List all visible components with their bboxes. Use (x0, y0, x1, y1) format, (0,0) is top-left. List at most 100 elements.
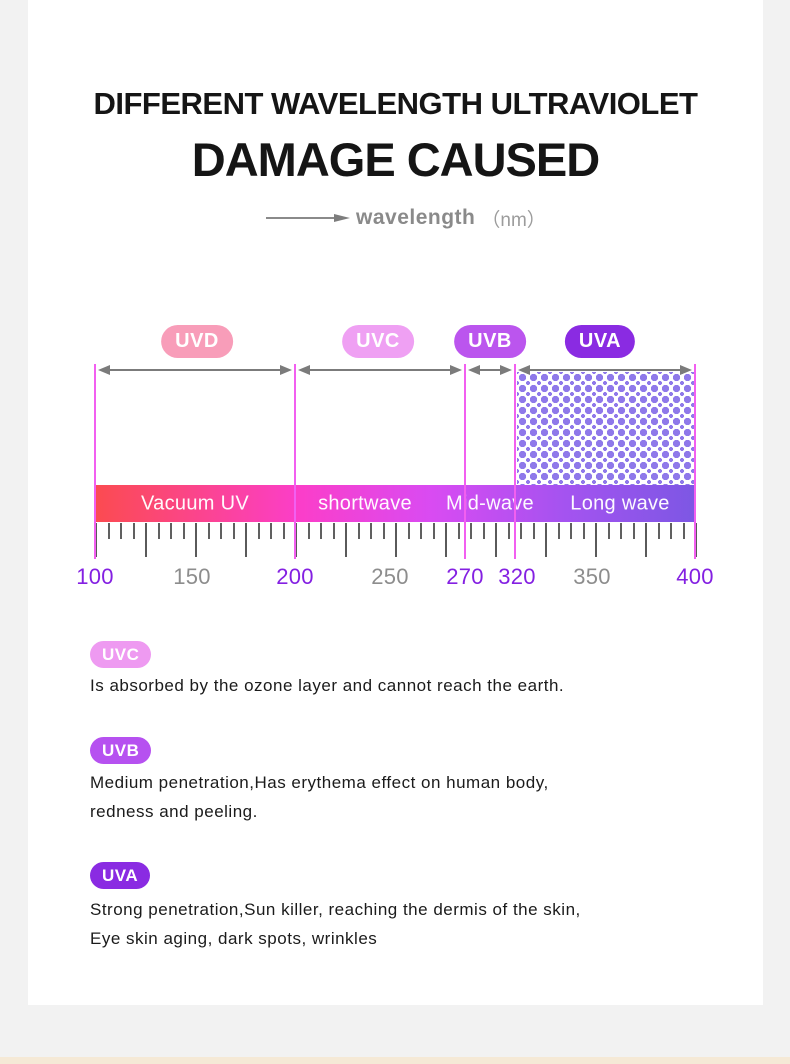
ruler-tick (332, 523, 335, 539)
ruler-tick (482, 523, 485, 539)
ruler-tick (695, 523, 697, 557)
ruler-tick (295, 523, 297, 557)
segment-label-uvb: Mid-wave (446, 492, 534, 514)
ruler-tick (432, 523, 435, 539)
legend-text-line: Eye skin aging, dark spots, wrinkles (90, 929, 378, 948)
ruler-tick (207, 523, 210, 539)
ruler-tick (532, 523, 535, 539)
ruler-tick (495, 523, 497, 557)
ruler-tick (645, 523, 647, 557)
ruler-tick (420, 523, 422, 539)
ruler-tick (95, 523, 97, 557)
ruler-tick (195, 523, 197, 557)
page-title-line1: DIFFERENT WAVELENGTH ULTRAVIOLET (93, 86, 698, 121)
legend-text-line: redness and peeling. (90, 802, 258, 821)
ruler-tick (145, 523, 147, 557)
ruler-tick (157, 523, 160, 539)
legend-text-line: Medium penetration,Has erythema effect o… (90, 773, 549, 792)
ruler-tick (582, 523, 585, 539)
ruler-tick (107, 523, 110, 539)
axis-value-400: 400 (676, 564, 714, 589)
axis-value-250: 250 (371, 564, 409, 589)
wavelength-axis-caption: wavelength （nm） (266, 204, 546, 232)
range-arrow-icon (468, 364, 512, 375)
axis-value-350: 350 (573, 564, 611, 589)
ruler-tick (470, 523, 472, 539)
legend-text-uvb: Medium penetration,Has erythema effect o… (90, 768, 710, 826)
ruler-tick (507, 523, 510, 539)
legend-pill-uva: UVA (90, 862, 151, 889)
footer-strip (0, 1057, 790, 1064)
band-pill-uvc: UVC (342, 325, 414, 358)
segment-label-uvd: Vacuum UV (141, 492, 249, 514)
range-arrow-icon (298, 364, 462, 375)
arrow-shaft (307, 368, 453, 371)
range-boundary-line (514, 364, 516, 559)
arrow-shaft (477, 368, 503, 371)
ruler-tick (270, 523, 272, 539)
ruler-tick (607, 523, 610, 539)
ruler-tick (520, 523, 522, 539)
range-boundary-line (94, 364, 96, 559)
ruler-tick (307, 523, 310, 539)
band-pill-uvb: UVB (454, 325, 526, 358)
ruler-tick (245, 523, 247, 557)
ruler-tick (132, 523, 135, 539)
ruler-tick (220, 523, 222, 539)
ruler-tick (682, 523, 685, 539)
right-arrow-icon (266, 213, 350, 223)
ruler-tick (670, 523, 672, 539)
ruler-tick (457, 523, 460, 539)
legend-pill-uvb: UVB (90, 737, 152, 764)
ruler-tick (370, 523, 372, 539)
axis-unit-label: （nm） (481, 209, 546, 231)
ruler-tick (320, 523, 322, 539)
range-boundary-line (294, 364, 296, 559)
ruler-tick (257, 523, 260, 539)
ruler-ticks (95, 523, 697, 559)
segment-label-uva: Long wave (570, 492, 670, 514)
ruler-tick (445, 523, 447, 557)
axis-value-320: 320 (498, 564, 536, 589)
legend-text-line: Strong penetration,Sun killer, reaching … (90, 900, 581, 919)
spectrum-gradient-bar: Vacuum UV shortwave Mid-wave Long wave (95, 485, 695, 522)
legend-text-uva: Strong penetration,Sun killer, reaching … (90, 895, 710, 953)
ruler-tick (657, 523, 660, 539)
range-boundary-line (694, 364, 696, 559)
ruler-tick (620, 523, 622, 539)
ruler-tick (182, 523, 185, 539)
range-boundary-line (464, 364, 466, 559)
range-arrow-icon (518, 364, 692, 375)
ruler-tick (120, 523, 122, 539)
legend-pill-uvc: UVC (90, 641, 152, 668)
uva-dot-pattern (517, 372, 694, 485)
ruler-tick (382, 523, 385, 539)
ruler-tick (557, 523, 560, 539)
ruler-tick (632, 523, 635, 539)
arrow-shaft (107, 368, 283, 371)
legend-text-uvc: Is absorbed by the ozone layer and canno… (90, 671, 710, 700)
segment-label-uvc: shortwave (318, 492, 412, 514)
band-pill-uvd: UVD (161, 325, 233, 358)
ruler-tick (357, 523, 360, 539)
legend-text-line: Is absorbed by the ozone layer and canno… (90, 676, 565, 695)
arrow-shaft (527, 368, 683, 371)
ruler-tick (595, 523, 597, 557)
range-arrow-icon (98, 364, 292, 375)
axis-caption-label: wavelength (356, 206, 476, 229)
axis-value-100: 100 (76, 564, 114, 589)
ruler-tick (395, 523, 397, 557)
ruler-tick (545, 523, 547, 557)
ruler-tick (232, 523, 235, 539)
ruler-tick (170, 523, 172, 539)
ruler-tick (345, 523, 347, 557)
ruler-tick (282, 523, 285, 539)
band-pill-uva: UVA (564, 325, 636, 358)
axis-value-150: 150 (173, 564, 211, 589)
axis-value-270: 270 (446, 564, 484, 589)
page-title-line2: DAMAGE CAUSED (191, 133, 600, 186)
ruler-tick (407, 523, 410, 539)
axis-value-200: 200 (276, 564, 314, 589)
ruler-tick (570, 523, 572, 539)
